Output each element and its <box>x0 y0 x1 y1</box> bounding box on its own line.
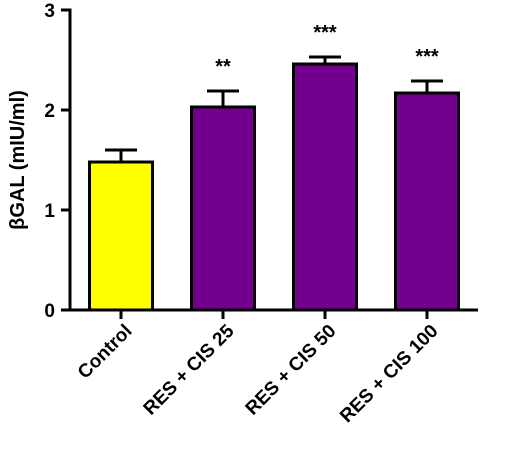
x-tick-label: Control <box>74 321 137 384</box>
bar <box>88 160 154 312</box>
bars: ******** <box>88 22 460 312</box>
significance-label: *** <box>313 22 337 44</box>
bar <box>190 105 256 312</box>
y-tick-label: 2 <box>44 101 55 122</box>
y-tick-label: 3 <box>44 1 55 22</box>
y-tick-label: 1 <box>44 201 55 222</box>
y-axis-ticks: 0 1 2 3 <box>44 1 70 322</box>
y-tick-label: 0 <box>44 301 55 322</box>
significance-label: *** <box>415 46 439 68</box>
bar <box>292 62 358 312</box>
x-tick-label: RES + CIS 25 <box>140 320 239 419</box>
y-axis-title: βGAL (mIU/ml) <box>7 90 29 230</box>
significance-label: ** <box>215 56 231 78</box>
x-tick-label: RES + CIS 100 <box>336 321 442 427</box>
bar <box>394 91 460 312</box>
x-tick-label: RES + CIS 50 <box>242 321 341 420</box>
